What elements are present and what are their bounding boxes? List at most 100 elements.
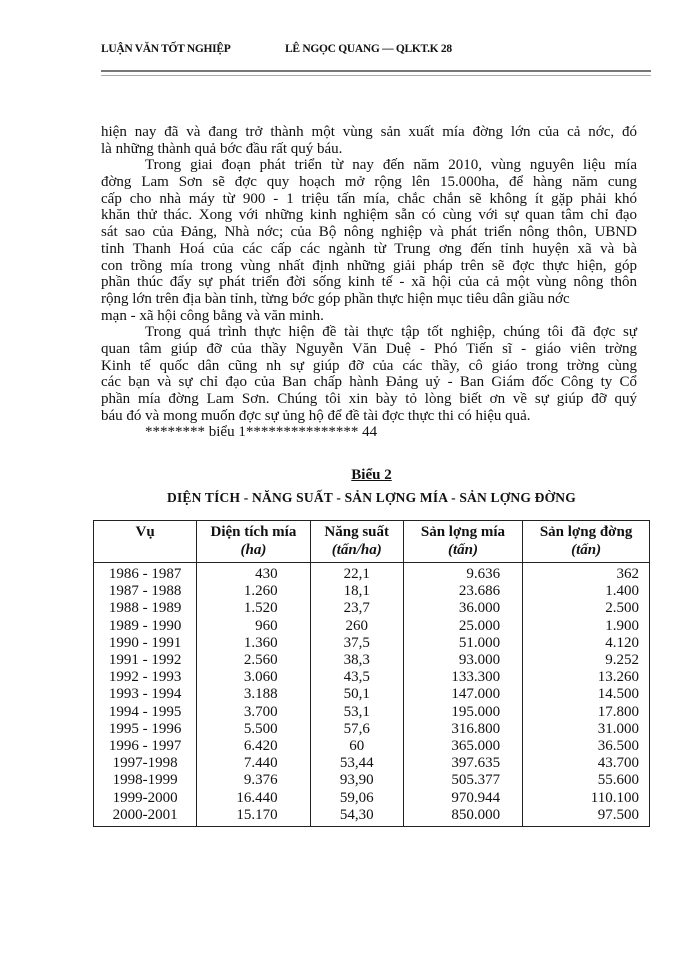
table-cell: 1.360 <box>196 634 311 653</box>
table-cell: 36.000 <box>402 600 524 618</box>
table-cell: 53,44 <box>309 755 404 773</box>
table-cell: 50,1 <box>309 686 404 704</box>
table-subtitle: DIỆN TÍCH - NĂNG SUẤT - SẢN LỢNG MÍA - S… <box>167 490 576 505</box>
table-row: 1992 - 1993 3.060 43,5 133.300 13.260 <box>92 669 650 687</box>
table-header-row: Vụ Diện tích mía (ha) Năng suất (tấn/ha) Sản… <box>92 520 650 563</box>
table-row: 1998-1999 9.376 93,90 505.377 55.600 <box>92 772 650 790</box>
table-cell: 1990 - 1991 <box>92 634 198 653</box>
table-cell: 25.000 <box>402 617 524 635</box>
table-cell: 1997-1998 <box>92 755 198 773</box>
column-header-label: Vụ <box>135 524 155 540</box>
text-line: phần mía đờng Lam Sơn. Chúng tôi xin bày… <box>101 391 637 407</box>
table-cell: 37,5 <box>309 634 404 653</box>
table-cell: 7.440 <box>196 755 311 773</box>
body-text: hiện nay đã và đang trở thành một vùng s… <box>101 124 637 441</box>
text-line: là những thành quả bớc đầu rất quý báu. <box>101 140 343 157</box>
table-cell: 1992 - 1993 <box>92 669 198 687</box>
column-header: Sản lợng đờng (tấn) <box>522 520 650 563</box>
table-cell: 54,30 <box>309 806 404 828</box>
column-header-unit: (tấn) <box>447 542 478 558</box>
table-cell: 2.500 <box>522 600 650 618</box>
column-header-label: Diện tích mía <box>210 524 297 540</box>
column-header-label: Sản lợng mía <box>420 524 506 540</box>
table-cell: 430 <box>196 562 311 584</box>
table-cell: 57,6 <box>309 720 404 739</box>
table-row: 1990 - 1991 1.360 37,5 51.000 4.120 <box>92 634 650 653</box>
table-cell: 1989 - 1990 <box>92 617 198 635</box>
table-cell: 1.260 <box>196 583 311 601</box>
table-cell: 3.188 <box>196 686 311 704</box>
table-cell: 1987 - 1988 <box>92 583 198 601</box>
table-cell: 60 <box>309 738 404 756</box>
table-cell: 53,1 <box>309 703 404 721</box>
table-cell: 43.700 <box>522 755 650 773</box>
table-cell: 2.560 <box>196 652 311 670</box>
text-line: các bạn và sự chỉ đạo của Ban chấp hành … <box>101 374 637 391</box>
table-cell: 1995 - 1996 <box>92 720 198 739</box>
table-cell: 1.520 <box>196 600 311 618</box>
table-cell: 93,90 <box>309 772 404 790</box>
header-right: LÊ NGỌC QUANG — QLKT.K 28 <box>285 43 452 55</box>
table-cell: 38,3 <box>309 652 404 670</box>
table-cell: 97.500 <box>522 806 650 828</box>
table-cell: 6.420 <box>196 738 311 756</box>
table-cell: 133.300 <box>402 669 524 687</box>
table-cell: 16.440 <box>196 789 311 807</box>
table-cell: 2000-2001 <box>92 806 198 828</box>
column-header: Sản lợng mía (tấn) <box>402 520 524 563</box>
table-row: 1993 - 1994 3.188 50,1 147.000 14.500 <box>92 686 650 704</box>
table-cell: 36.500 <box>522 738 650 756</box>
text-line: hiện nay đã và đang trở thành một vùng s… <box>101 124 637 140</box>
column-header-unit: (ha) <box>240 542 267 558</box>
table-cell: 110.100 <box>522 789 650 807</box>
table-cell: 362 <box>522 562 650 584</box>
text-line: Trong quá trình thực hiện đề tài thực tậ… <box>145 324 637 341</box>
table-cell: 1991 - 1992 <box>92 652 198 670</box>
column-header-unit: (tấn) <box>571 542 602 558</box>
table-cell: 1996 - 1997 <box>92 738 198 756</box>
text-line: ******** biểu 1*************** 44 <box>145 424 378 441</box>
column-header-label: Sản lợng đờng <box>539 524 633 540</box>
text-line: phần thúc đẩy sự phát triển đời sống kin… <box>101 274 637 291</box>
data-table: Vụ Diện tích mía (ha) Năng suất (tấn/ha) Sản… <box>92 520 650 828</box>
table-row: 1999-2000 16.440 59,06 970.944 110.100 <box>92 789 650 807</box>
text-line: tỉnh Thanh Hoá của các cấp các ngành từ … <box>101 240 637 257</box>
table-cell: 9.376 <box>196 772 311 790</box>
table-row: 1995 - 1996 5.500 57,6 316.800 31.000 <box>92 720 650 739</box>
text-line: mạn - xã hội công bằng và văn minh. <box>101 307 324 324</box>
table-cell: 1998-1999 <box>92 772 198 790</box>
text-line: Trong giai đoạn phát triển từ nay đến nă… <box>145 157 637 174</box>
text-line: con trồng mía trong vùng nhất định những… <box>101 257 637 274</box>
table-cell: 1.900 <box>522 617 650 635</box>
text-line: sát sao của Đảng, Nhà nớc; của Bộ nông n… <box>101 224 637 241</box>
column-header: Diện tích mía (ha) <box>196 520 311 563</box>
table-cell: 9.252 <box>522 652 650 670</box>
table-cell: 43,5 <box>309 669 404 687</box>
table-cell: 4.120 <box>522 634 650 653</box>
table-cell: 3.060 <box>196 669 311 687</box>
table-cell: 1999-2000 <box>92 789 198 807</box>
table-cell: 1988 - 1989 <box>92 600 198 618</box>
table-cell: 9.636 <box>402 562 524 584</box>
table-cell: 17.800 <box>522 703 650 721</box>
table-cell: 365.000 <box>402 738 524 756</box>
table-row: 1987 - 1988 1.260 18,1 23.686 1.400 <box>92 583 650 601</box>
text-line: báu đó và mong muốn đợc sự ủng hộ để đề … <box>101 407 531 424</box>
column-header-unit <box>96 541 194 559</box>
table-row: 2000-2001 15.170 54,30 850.000 97.500 <box>92 806 650 828</box>
table-cell: 23,7 <box>309 600 404 618</box>
table-row: 1996 - 1997 6.420 60 365.000 36.500 <box>92 738 650 756</box>
table-cell: 195.000 <box>402 703 524 721</box>
header-rule <box>101 70 651 76</box>
table-cell: 55.600 <box>522 772 650 790</box>
table-cell: 397.635 <box>402 755 524 773</box>
table-cell: 1.400 <box>522 583 650 601</box>
table-cell: 31.000 <box>522 720 650 739</box>
table-cell: 23.686 <box>402 583 524 601</box>
table-title: Biểu 2 <box>351 467 392 483</box>
table-cell: 850.000 <box>402 806 524 828</box>
column-header: Vụ <box>92 520 198 563</box>
table-cell: 960 <box>196 617 311 635</box>
table-cell: 1993 - 1994 <box>92 686 198 704</box>
table-cell: 93.000 <box>402 652 524 670</box>
